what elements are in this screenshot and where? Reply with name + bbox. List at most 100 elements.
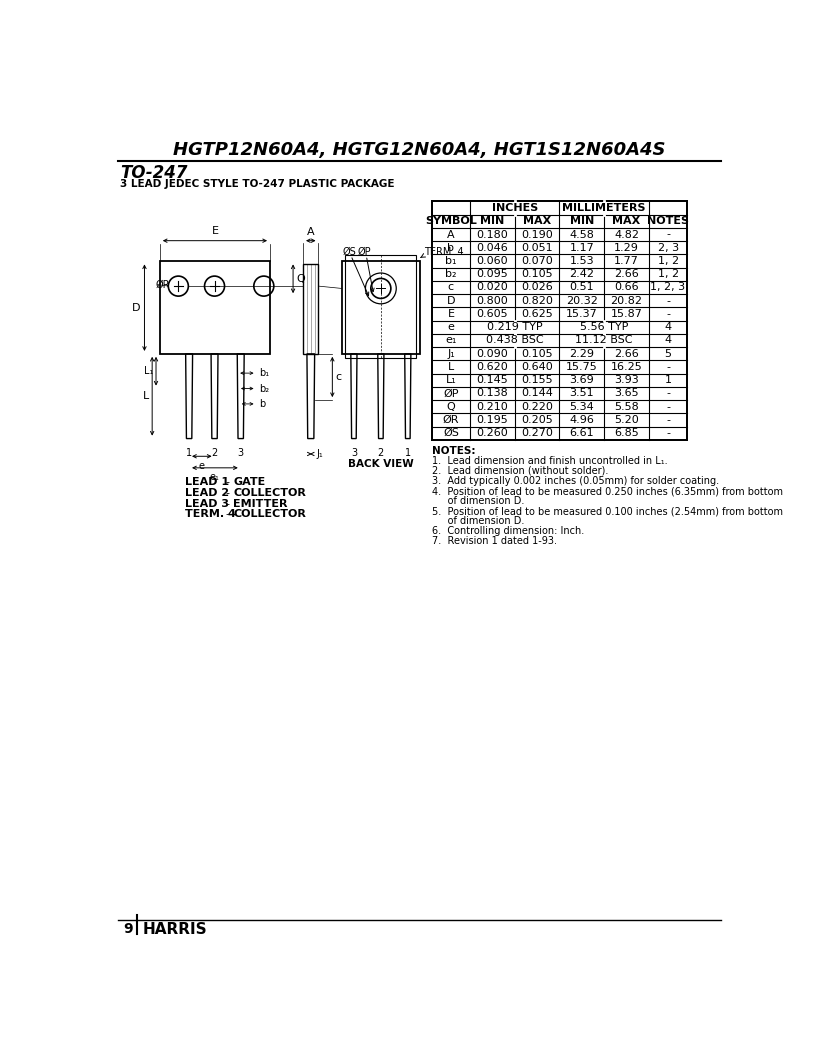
- Text: 16.25: 16.25: [611, 362, 642, 372]
- Text: 5.56 TYP: 5.56 TYP: [580, 322, 628, 333]
- Text: 0.219 TYP: 0.219 TYP: [487, 322, 543, 333]
- Text: 0.260: 0.260: [477, 428, 509, 438]
- Text: b₂: b₂: [446, 269, 457, 279]
- Text: of dimension D.: of dimension D.: [432, 496, 524, 506]
- Text: TERM. 4: TERM. 4: [424, 247, 464, 258]
- Text: -: -: [225, 488, 229, 497]
- Text: 3.93: 3.93: [614, 375, 639, 385]
- Text: 3.  Add typically 0.002 inches (0.05mm) for solder coating.: 3. Add typically 0.002 inches (0.05mm) f…: [432, 476, 719, 486]
- Text: ØP: ØP: [443, 389, 459, 398]
- Text: L₁: L₁: [446, 375, 456, 385]
- Text: 2.29: 2.29: [569, 348, 595, 359]
- Text: ØS: ØS: [342, 246, 356, 257]
- Text: 15.75: 15.75: [566, 362, 598, 372]
- Text: 7.  Revision 1 dated 1-93.: 7. Revision 1 dated 1-93.: [432, 536, 557, 546]
- Text: 1.  Lead dimension and finish uncontrolled in L₁.: 1. Lead dimension and finish uncontrolle…: [432, 456, 667, 466]
- Text: 4.82: 4.82: [614, 229, 639, 240]
- Text: 0.190: 0.190: [521, 229, 553, 240]
- Text: ØR: ØR: [156, 280, 170, 289]
- Text: 0.270: 0.270: [521, 428, 553, 438]
- Text: 1: 1: [405, 448, 411, 458]
- Text: 0.155: 0.155: [522, 375, 553, 385]
- Text: 0.66: 0.66: [614, 283, 639, 293]
- Text: e₁: e₁: [446, 336, 457, 345]
- Text: J₁: J₁: [317, 449, 324, 459]
- Text: Q: Q: [296, 274, 305, 284]
- Text: -: -: [666, 401, 670, 412]
- Text: 6.61: 6.61: [569, 428, 594, 438]
- Text: 3.69: 3.69: [569, 375, 595, 385]
- Text: 0.144: 0.144: [521, 389, 553, 398]
- Text: 4: 4: [664, 322, 672, 333]
- Text: 11.12 BSC: 11.12 BSC: [576, 336, 633, 345]
- Text: b: b: [447, 243, 455, 252]
- Text: SYMBOL: SYMBOL: [425, 216, 477, 226]
- Text: COLLECTOR: COLLECTOR: [233, 488, 305, 497]
- Text: NOTES: NOTES: [647, 216, 689, 226]
- Text: TO-247: TO-247: [120, 164, 188, 182]
- Text: 0.605: 0.605: [477, 309, 509, 319]
- Text: b₁: b₁: [446, 256, 457, 266]
- Text: 0.205: 0.205: [521, 415, 553, 425]
- Text: INCHES: INCHES: [491, 203, 538, 213]
- Text: 0.438 BSC: 0.438 BSC: [486, 336, 544, 345]
- Text: ØP: ØP: [358, 246, 372, 257]
- Text: L₁: L₁: [144, 366, 154, 376]
- Text: 2.42: 2.42: [569, 269, 595, 279]
- Text: ØR: ØR: [443, 415, 459, 425]
- Text: -: -: [225, 509, 229, 520]
- Text: 0.145: 0.145: [477, 375, 509, 385]
- Text: MIN: MIN: [570, 216, 594, 226]
- Text: HGTP12N60A4, HGTG12N60A4, HGT1S12N60A4S: HGTP12N60A4, HGTG12N60A4, HGT1S12N60A4S: [174, 140, 666, 158]
- Text: 1.17: 1.17: [569, 243, 595, 252]
- Text: 2.66: 2.66: [614, 269, 639, 279]
- Text: BACK VIEW: BACK VIEW: [348, 459, 414, 469]
- Text: LEAD 2: LEAD 2: [185, 488, 229, 497]
- Text: TERM. 4: TERM. 4: [185, 509, 236, 520]
- Text: COLLECTOR: COLLECTOR: [233, 509, 305, 520]
- Text: 0.138: 0.138: [477, 389, 509, 398]
- Text: b₂: b₂: [260, 383, 269, 394]
- Text: 0.026: 0.026: [521, 283, 553, 293]
- Text: 0.820: 0.820: [521, 296, 553, 306]
- Text: 1.29: 1.29: [614, 243, 639, 252]
- Text: 0.090: 0.090: [477, 348, 509, 359]
- Text: -: -: [666, 309, 670, 319]
- Text: 15.87: 15.87: [610, 309, 642, 319]
- Text: NOTES:: NOTES:: [432, 446, 475, 456]
- Text: 1: 1: [664, 375, 672, 385]
- Text: 0.051: 0.051: [522, 243, 553, 252]
- Text: c: c: [448, 283, 454, 293]
- Text: 5.58: 5.58: [614, 401, 639, 412]
- Text: -: -: [666, 362, 670, 372]
- Text: L: L: [143, 391, 149, 401]
- Text: MAX: MAX: [613, 216, 640, 226]
- Text: HARRIS: HARRIS: [143, 922, 207, 937]
- Text: -: -: [666, 229, 670, 240]
- Text: b₁: b₁: [260, 369, 269, 378]
- Text: b: b: [260, 399, 266, 409]
- Text: 5.  Position of lead to be measured 0.100 inches (2.54mm) from bottom: 5. Position of lead to be measured 0.100…: [432, 506, 783, 516]
- Text: 1.53: 1.53: [569, 256, 594, 266]
- Text: LEAD 1: LEAD 1: [185, 477, 229, 487]
- Text: GATE: GATE: [233, 477, 265, 487]
- Text: 0.095: 0.095: [477, 269, 509, 279]
- Text: e: e: [447, 322, 455, 333]
- Text: 0.070: 0.070: [521, 256, 553, 266]
- Text: D: D: [132, 303, 141, 313]
- Text: 0.195: 0.195: [477, 415, 509, 425]
- Text: 1: 1: [186, 448, 192, 458]
- Text: 0.105: 0.105: [522, 348, 553, 359]
- Text: 1.77: 1.77: [614, 256, 639, 266]
- Text: MILLIMETERS: MILLIMETERS: [563, 203, 646, 213]
- Text: 0.020: 0.020: [477, 283, 509, 293]
- Text: 3.65: 3.65: [614, 389, 639, 398]
- Text: 0.220: 0.220: [521, 401, 553, 412]
- Text: E: E: [211, 226, 219, 237]
- Text: 20.82: 20.82: [610, 296, 642, 306]
- Text: EMITTER: EMITTER: [233, 498, 287, 509]
- Text: A: A: [447, 229, 455, 240]
- Text: 3: 3: [351, 448, 357, 458]
- Text: LEAD 3: LEAD 3: [185, 498, 229, 509]
- Text: 5: 5: [664, 348, 672, 359]
